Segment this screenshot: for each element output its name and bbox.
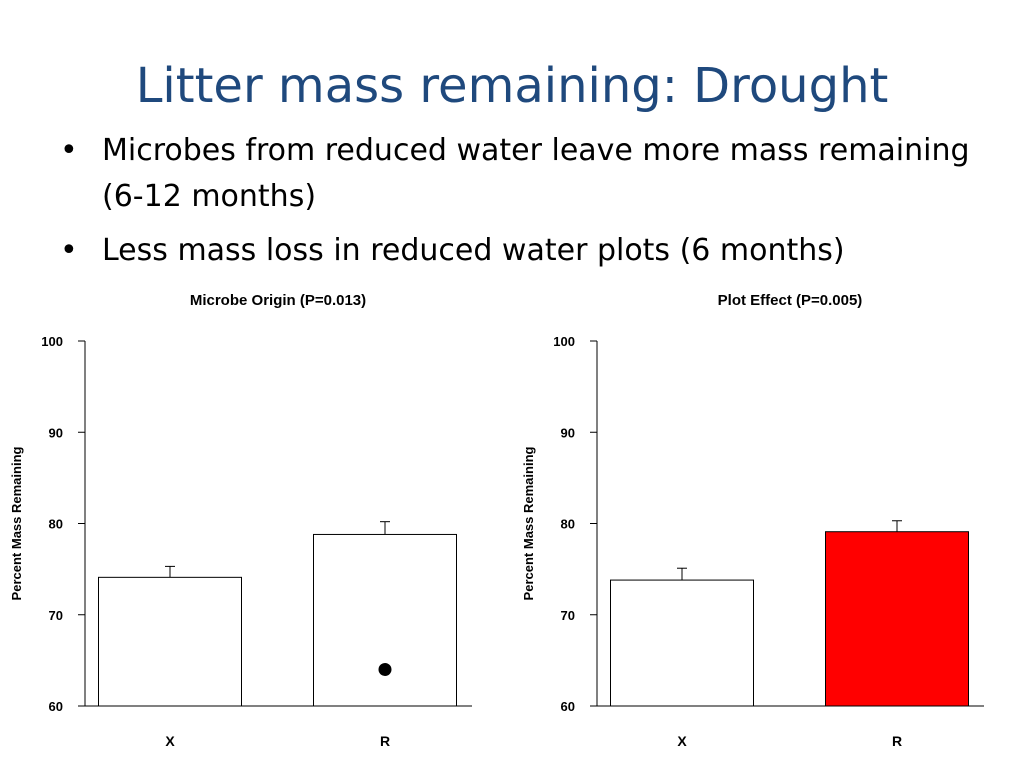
slide-title: Litter mass remaining: Drought [135, 58, 889, 114]
y-tick-label: 60 [561, 699, 575, 714]
x-tick-label: R [380, 733, 390, 749]
bullet-icon: • [60, 233, 78, 268]
bar-r [825, 531, 969, 707]
y-tick-label: 100 [41, 334, 63, 349]
bullet-list: • Microbes from reduced water leave more… [60, 128, 980, 282]
x-tick-label: X [165, 733, 175, 749]
chart-title: Plot Effect (P=0.005) [718, 292, 863, 309]
outlier-point [378, 663, 392, 676]
bullet-item: • Less mass loss in reduced water plots … [60, 228, 980, 274]
bullet-icon: • [60, 133, 78, 168]
y-tick-label: 70 [561, 608, 575, 623]
x-tick-label: X [677, 733, 687, 749]
y-tick-label: 90 [49, 425, 63, 440]
bullet-text: Microbes from reduced water leave more m… [102, 133, 970, 214]
bar-x [610, 579, 754, 707]
chart-microbe-origin: Microbe Origin (P=0.013) 60 70 80 90 100 Perce… [9, 292, 472, 749]
y-tick-label: 90 [561, 425, 575, 440]
y-axis-label: Percent Mass Remaining [521, 447, 536, 601]
chart-title: Microbe Origin (P=0.013) [190, 292, 366, 309]
y-axis-label: Percent Mass Remaining [9, 447, 24, 601]
y-tick-label: 70 [49, 608, 63, 623]
bullet-item: • Microbes from reduced water leave more… [60, 128, 980, 220]
y-tick-label: 80 [561, 517, 575, 532]
bullet-text: Less mass loss in reduced water plots (6… [102, 233, 845, 268]
y-tick-label: 80 [49, 517, 63, 532]
y-tick-label: 60 [49, 699, 63, 714]
y-tick-label: 100 [553, 334, 575, 349]
chart-plot-effect: Plot Effect (P=0.005) 60 70 80 90 100 Percent … [521, 292, 984, 749]
bar-x [98, 576, 242, 707]
x-tick-label: R [892, 733, 902, 749]
bar-r [313, 533, 457, 707]
